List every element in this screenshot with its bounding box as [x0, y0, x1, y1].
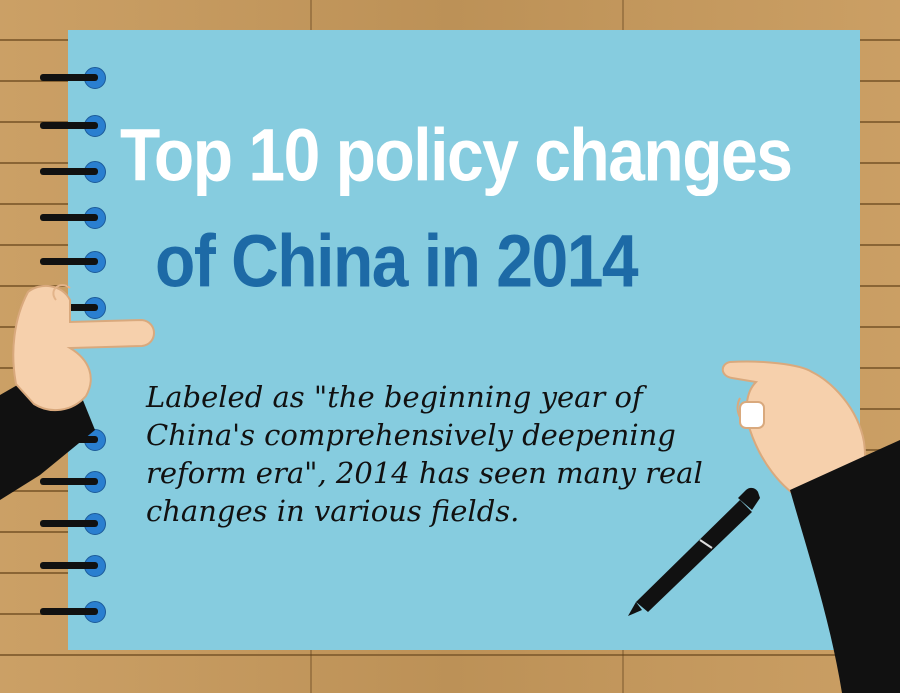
- notebook-page: [68, 30, 860, 650]
- ring-wire: [40, 122, 98, 129]
- intro-text: Labeled as "the beginning year of China'…: [146, 380, 703, 528]
- notebook-ring-icon: [40, 160, 106, 183]
- notebook-ring-icon: [40, 512, 106, 535]
- notebook-ring-icon: [40, 66, 106, 89]
- pen-icon: [628, 487, 760, 616]
- ring-wire: [40, 258, 98, 265]
- notebook-ring-icon: [40, 206, 106, 229]
- notebook-ring-icon: [40, 114, 106, 137]
- ring-wire: [40, 478, 98, 485]
- ring-wire: [40, 562, 98, 569]
- notebook-ring-icon: [40, 250, 106, 273]
- page-title: Top 10 policy changes: [120, 113, 793, 196]
- notebook-ring-icon: [40, 470, 106, 493]
- ring-wire: [40, 74, 98, 81]
- page-subtitle: of China in 2014: [155, 219, 639, 302]
- ring-wire: [40, 608, 98, 615]
- notebook-ring-icon: [40, 554, 106, 577]
- right-hand-icon: [721, 360, 900, 693]
- ring-wire: [40, 168, 98, 175]
- notebook-ring-icon: [40, 600, 106, 623]
- ring-wire: [40, 520, 98, 527]
- ring-wire: [40, 214, 98, 221]
- left-hand-icon: [0, 284, 155, 500]
